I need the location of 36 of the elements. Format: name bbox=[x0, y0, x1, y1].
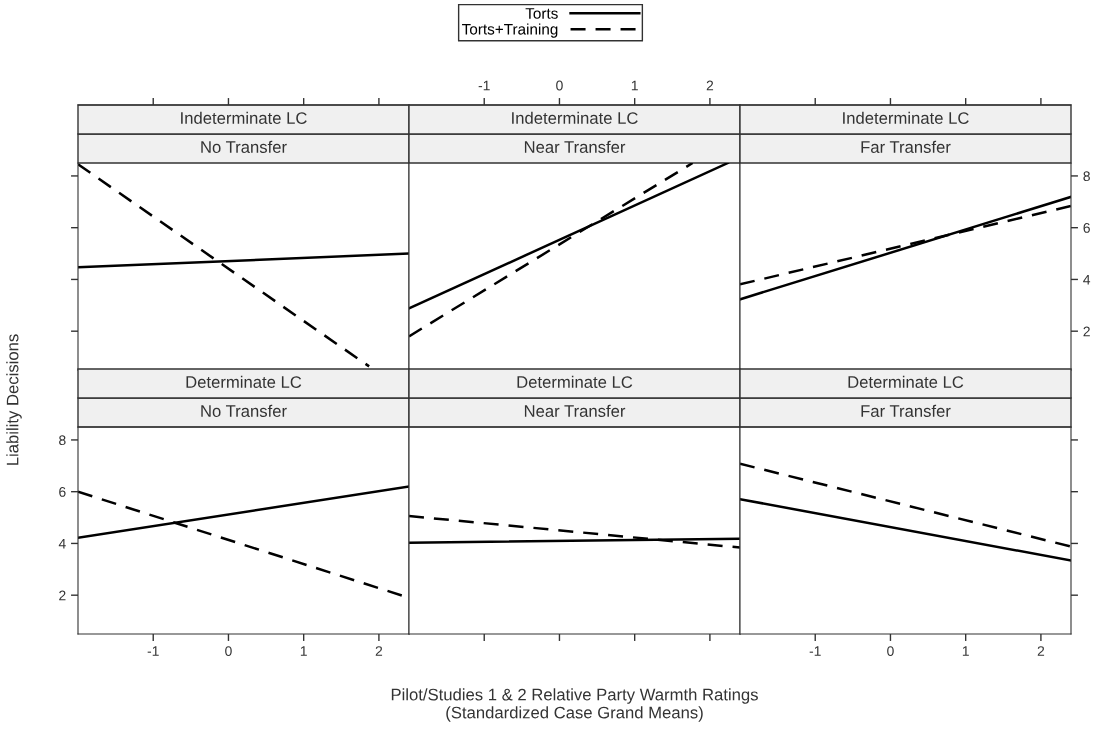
chart-title: Indeterminate LC bbox=[843, 111, 969, 124]
x-tick-label: 1 bbox=[300, 646, 307, 656]
y-tick-label: 6 bbox=[1083, 223, 1090, 233]
x-tick-label: -1 bbox=[147, 646, 159, 656]
chart-title: Indeterminate LC bbox=[181, 111, 307, 124]
chart-title: Determinate LC bbox=[517, 375, 633, 388]
x-tick-label: -1 bbox=[478, 80, 490, 91]
x-tick-label: 1 bbox=[962, 646, 969, 656]
y-tick-label: 8 bbox=[1083, 171, 1090, 182]
chart-subtitle: No Transfer bbox=[201, 404, 287, 417]
y-tick-label: 4 bbox=[1083, 274, 1091, 285]
legend-label: Torts bbox=[525, 8, 558, 19]
chart-subtitle: Far Transfer bbox=[861, 404, 951, 417]
x-axis-title: Pilot/Studies 1 & 2 Relative Party Warmth Ratings (Standardized Case Grand Means) bbox=[391, 688, 758, 722]
y-axis-title: Liability Decisions bbox=[6, 334, 22, 465]
y-tick-label: 4 bbox=[58, 538, 66, 549]
chart-title: Determinate LC bbox=[186, 375, 302, 388]
legend-label: Torts+Training bbox=[462, 23, 558, 38]
chart-title: Determinate LC bbox=[848, 375, 964, 388]
chart-subtitle: Far Transfer bbox=[861, 140, 951, 153]
x-tick-label: 0 bbox=[887, 646, 894, 657]
y-tick-label: 8 bbox=[59, 435, 66, 446]
x-tick-label: 0 bbox=[225, 646, 232, 657]
x-tick-label: 2 bbox=[375, 646, 383, 656]
chart-subtitle: Near Transfer bbox=[524, 140, 626, 153]
x-tick-label: -1 bbox=[809, 646, 821, 656]
chart-subtitle: No Transfer bbox=[201, 140, 287, 153]
x-tick-label: 2 bbox=[706, 80, 714, 91]
chart-subtitle: Near Transfer bbox=[524, 404, 626, 417]
chart-title: Indeterminate LC bbox=[512, 111, 638, 124]
y-tick-label: 2 bbox=[59, 590, 66, 601]
x-tick-label: 1 bbox=[631, 80, 638, 91]
x-tick-label: 0 bbox=[556, 80, 563, 91]
y-tick-label: 6 bbox=[59, 487, 66, 497]
y-tick-label: 2 bbox=[1083, 326, 1090, 337]
x-tick-label: 2 bbox=[1037, 646, 1045, 656]
